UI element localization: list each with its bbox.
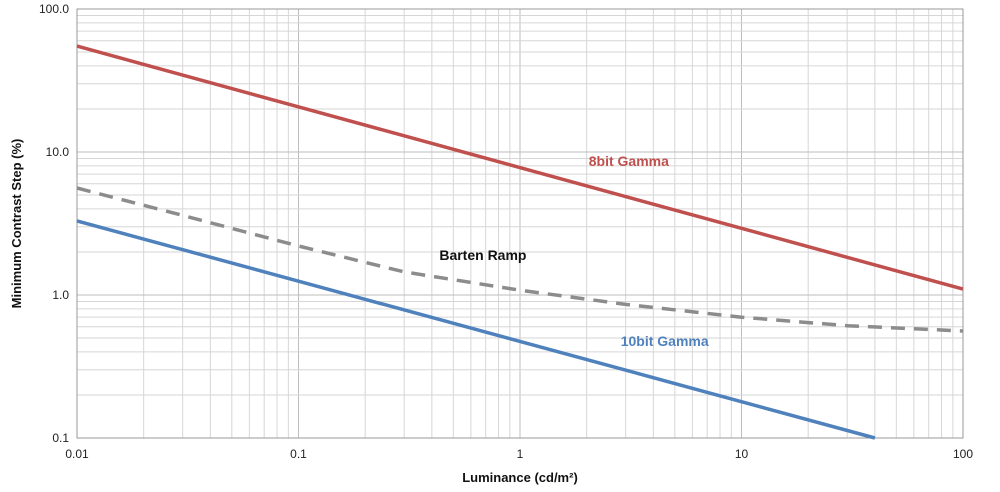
x-tick-label: 0.01: [65, 447, 89, 461]
x-tick-label: 10: [735, 447, 749, 461]
x-tick-label: 1: [517, 447, 524, 461]
x-tick-label: 100: [953, 447, 973, 461]
series-line-8bit-gamma: [76, 44, 964, 291]
series-line-barten-ramp: [76, 186, 964, 333]
y-axis-label: Minimum Contrast Step (%): [9, 139, 24, 309]
annotation-10bit-gamma: 10bit Gamma: [621, 333, 709, 349]
tick-labels: 0.01 0.1 1 10 100 0.1 1.0 10.0 100.0: [39, 2, 973, 461]
y-tick-label: 0.1: [52, 431, 69, 445]
grid: [77, 9, 963, 438]
y-tick-label: 10.0: [46, 145, 70, 159]
plot-frame: [76, 8, 964, 439]
y-tick-label: 100.0: [39, 2, 69, 16]
series-lines: [76, 44, 964, 440]
annotation-barten-ramp: Barten Ramp: [439, 247, 526, 263]
x-tick-label: 0.1: [290, 447, 307, 461]
series-line-10bit-gamma: [76, 219, 876, 440]
x-axis-label: Luminance (cd/m²): [462, 470, 578, 485]
y-tick-label: 1.0: [52, 288, 69, 302]
annotation-8bit-gamma: 8bit Gamma: [589, 153, 669, 169]
series-annotations: 8bit Gamma Barten Ramp 10bit Gamma: [439, 153, 709, 349]
